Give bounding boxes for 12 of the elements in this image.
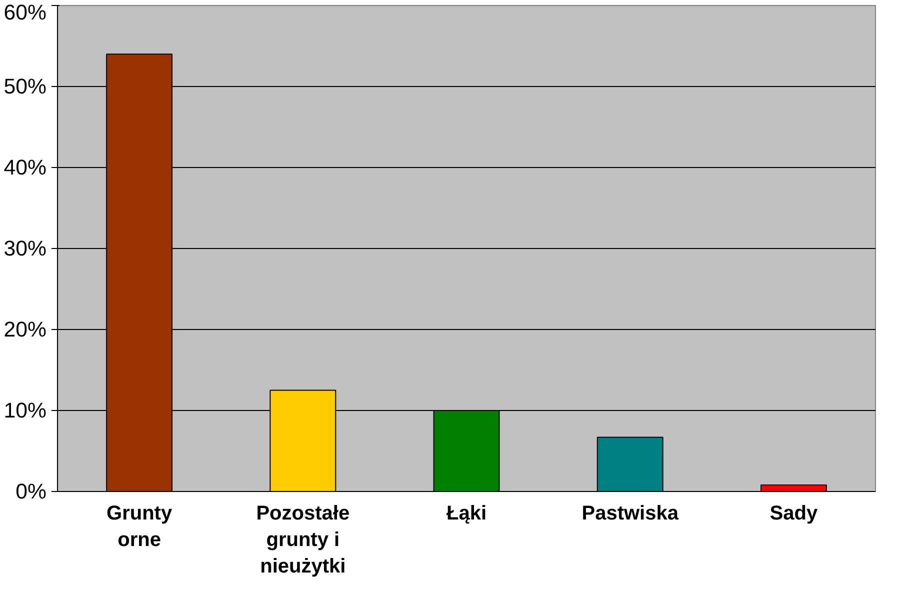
x-tick-label: Grunty orne xyxy=(106,502,173,551)
y-tick-label: 30% xyxy=(4,236,47,260)
y-tick-label: 0% xyxy=(16,480,47,504)
x-tick-label: Pastwiska xyxy=(582,502,680,524)
x-tick-label: Łąki xyxy=(446,502,487,524)
x-tick-label: Sady xyxy=(770,502,818,524)
y-tick-label: 50% xyxy=(4,74,47,98)
y-tick-label: 60% xyxy=(4,0,47,24)
y-tick-label: 10% xyxy=(4,398,47,422)
x-tick-label: Pozostałe grunty i nieużytki xyxy=(256,502,350,578)
y-tick-label: 20% xyxy=(4,318,47,342)
y-tick-label: 40% xyxy=(4,156,47,180)
